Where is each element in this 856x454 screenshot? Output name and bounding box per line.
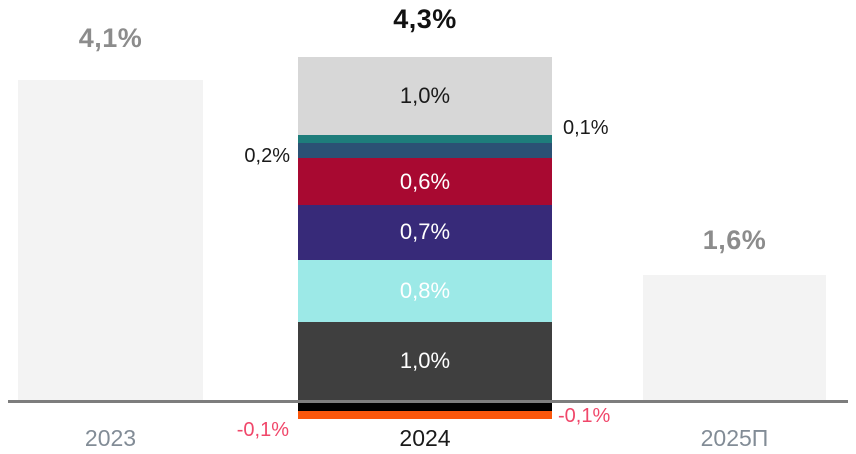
callout-teal-0-1: 0,1% bbox=[563, 117, 609, 139]
bar-segment-dark-gray: 1,0% bbox=[298, 322, 552, 400]
segment-label-purple: 0,7% bbox=[399, 219, 451, 245]
x-axis-baseline bbox=[8, 400, 848, 403]
bar-segment-purple: 0,7% bbox=[298, 205, 552, 260]
callout-black-neg-0-1: -0,1% bbox=[558, 405, 611, 427]
callout-orange-neg-0-1: -0,1% bbox=[236, 419, 289, 441]
segment-label-cyan: 0,8% bbox=[399, 277, 451, 303]
callout-steel-blue-0-2: 0,2% bbox=[244, 145, 290, 167]
segment-label-dark-gray: 1,0% bbox=[399, 348, 451, 373]
segment-label-crimson: 0,6% bbox=[399, 168, 451, 194]
bar-2025 bbox=[643, 0, 826, 454]
total-label-2024: 4,3% bbox=[393, 4, 457, 34]
bar-2024-segments: 1,0% 0,6% 0,7% 0,8% 1,0% bbox=[298, 0, 552, 454]
tick-2023: 2023 bbox=[84, 425, 137, 451]
bar-2023 bbox=[18, 0, 203, 454]
bar-fill-2025 bbox=[643, 275, 826, 400]
tick-2025: 2025П bbox=[700, 425, 769, 451]
segment-label-top-gray: 1,0% bbox=[399, 82, 451, 108]
bar-segment-steel-blue bbox=[298, 142, 552, 159]
bar-segment-crimson: 0,6% bbox=[298, 158, 552, 205]
bar-segment-cyan: 0,8% bbox=[298, 259, 552, 322]
bar-segment-top-gray: 1,0% bbox=[298, 56, 552, 135]
tick-2024: 2024 bbox=[399, 425, 451, 451]
total-label-2023: 4,1% bbox=[78, 23, 143, 53]
total-label-2025: 1,6% bbox=[702, 225, 767, 255]
bar-fill-2023 bbox=[18, 80, 203, 400]
bar-segment-teal bbox=[298, 134, 552, 143]
bar-segment-orange bbox=[298, 410, 552, 419]
bar-segment-black bbox=[298, 403, 552, 411]
